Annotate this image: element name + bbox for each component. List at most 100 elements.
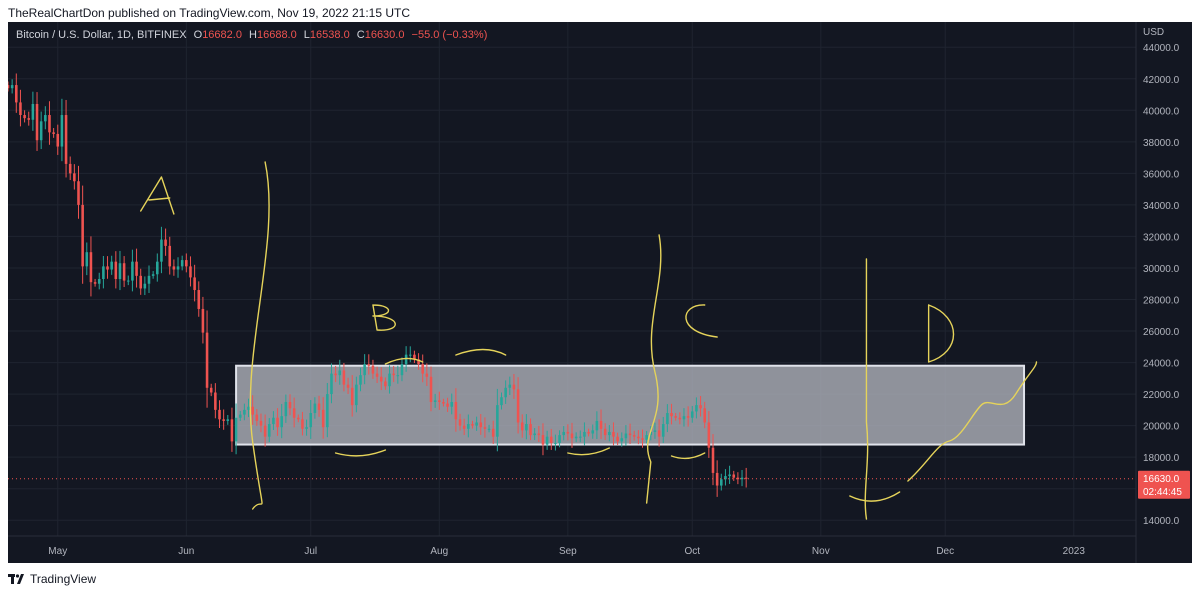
- low-label: L: [303, 29, 310, 41]
- time-tick-label: Oct: [684, 546, 700, 557]
- divider-line-b-c: [645, 234, 662, 504]
- candle-body: [603, 428, 607, 436]
- candle-body: [151, 274, 155, 276]
- candle-body: [458, 419, 462, 426]
- time-tick-label: Jun: [178, 546, 194, 557]
- candle-body: [570, 433, 574, 439]
- candle-body: [408, 354, 412, 356]
- candle-body: [147, 275, 151, 284]
- candle-body: [421, 364, 424, 374]
- candle-body: [666, 413, 669, 425]
- candle-body: [230, 419, 234, 442]
- candle-body: [52, 132, 55, 134]
- time-axis[interactable]: May Jun Jul Aug Sep Oct Nov Dec 2023: [48, 546, 1085, 557]
- candle-body: [247, 406, 250, 410]
- chart-background: [8, 22, 1192, 563]
- candle-body: [346, 384, 350, 388]
- candle-body: [64, 115, 68, 164]
- candle-body: [384, 381, 387, 387]
- candle-body: [612, 431, 615, 437]
- candle-body: [131, 261, 134, 281]
- price-tick-label: 20000.0: [1143, 422, 1180, 433]
- candle-body: [438, 400, 441, 402]
- candle-body: [525, 424, 528, 431]
- candle-body: [471, 424, 474, 426]
- letter-b-icon: [372, 304, 396, 331]
- candle-body: [728, 474, 731, 477]
- candle-body: [15, 85, 18, 103]
- candle-body: [720, 479, 723, 486]
- candle-body: [375, 373, 379, 377]
- candle-body: [487, 428, 491, 430]
- candle-body: [446, 403, 449, 407]
- candle-body: [342, 370, 346, 385]
- footer-brand: TradingView: [30, 572, 97, 586]
- candle-body: [583, 431, 586, 437]
- candle-body: [574, 436, 578, 439]
- candle-body: [197, 290, 201, 309]
- candle-body: [404, 354, 408, 365]
- candle-body: [97, 279, 101, 284]
- candle-body: [292, 408, 296, 418]
- candle-body: [267, 424, 271, 437]
- candle-body: [168, 245, 172, 267]
- candle-body: [549, 436, 553, 443]
- candle-body: [599, 420, 603, 429]
- candle-body: [620, 438, 624, 442]
- candle-body: [388, 373, 391, 387]
- candle-body: [500, 397, 503, 406]
- candle-body: [288, 401, 292, 409]
- candle-body: [711, 447, 715, 473]
- price-tick-label: 42000.0: [1143, 75, 1180, 86]
- candle-body: [321, 409, 325, 428]
- candle-body: [93, 282, 97, 284]
- candle-body: [330, 373, 333, 395]
- high-value: 16688.0: [256, 29, 297, 41]
- candle-body: [682, 416, 686, 420]
- candle-body: [280, 416, 283, 428]
- candle-body: [587, 431, 590, 434]
- candle-body: [10, 85, 14, 89]
- candle-body: [172, 266, 176, 270]
- candle-body: [48, 115, 51, 133]
- candle-body: [259, 420, 263, 426]
- time-tick-label: Jul: [304, 546, 317, 557]
- price-axis-unit: USD: [1143, 27, 1164, 38]
- candle-body: [645, 435, 648, 440]
- candle-body: [201, 308, 205, 333]
- candle-body: [251, 406, 254, 415]
- chart-panel[interactable]: USD14000.016000.018000.020000.022000.024…: [8, 22, 1192, 563]
- candle-body: [102, 266, 105, 279]
- candle-body: [657, 430, 661, 437]
- candle-body: [479, 422, 483, 428]
- candle-body: [454, 401, 458, 420]
- divider-line-c-d: [864, 258, 869, 520]
- candle-body: [624, 433, 628, 439]
- candle-body: [450, 401, 454, 407]
- candle-body: [234, 417, 238, 442]
- candle-body: [400, 364, 404, 376]
- candle-body: [8, 85, 10, 89]
- candle-body: [678, 417, 682, 420]
- last-price-value: 16630.0: [1143, 474, 1180, 485]
- candle-body: [180, 260, 184, 267]
- candle-body: [209, 387, 213, 393]
- candle-body: [429, 376, 433, 402]
- candle-body: [520, 422, 524, 431]
- candle-body: [23, 115, 26, 119]
- tradingview-logo-icon: [8, 574, 24, 584]
- candle-body: [616, 436, 619, 442]
- candle-body: [284, 401, 288, 417]
- symbol-title: Bitcoin / U.S. Dollar, 1D, BITFINEX: [16, 29, 187, 41]
- candle-body: [135, 261, 138, 276]
- candle-body: [695, 405, 698, 412]
- price-tick-label: 26000.0: [1143, 327, 1180, 338]
- candle-body: [649, 431, 653, 436]
- candle-body: [334, 373, 337, 376]
- candlestick-chart[interactable]: USD14000.016000.018000.020000.022000.024…: [8, 22, 1192, 563]
- candle-body: [143, 283, 147, 289]
- price-tick-label: 38000.0: [1143, 138, 1180, 149]
- price-tick-label: 14000.0: [1143, 516, 1180, 527]
- candle-body: [690, 411, 694, 418]
- candle-body: [537, 433, 541, 436]
